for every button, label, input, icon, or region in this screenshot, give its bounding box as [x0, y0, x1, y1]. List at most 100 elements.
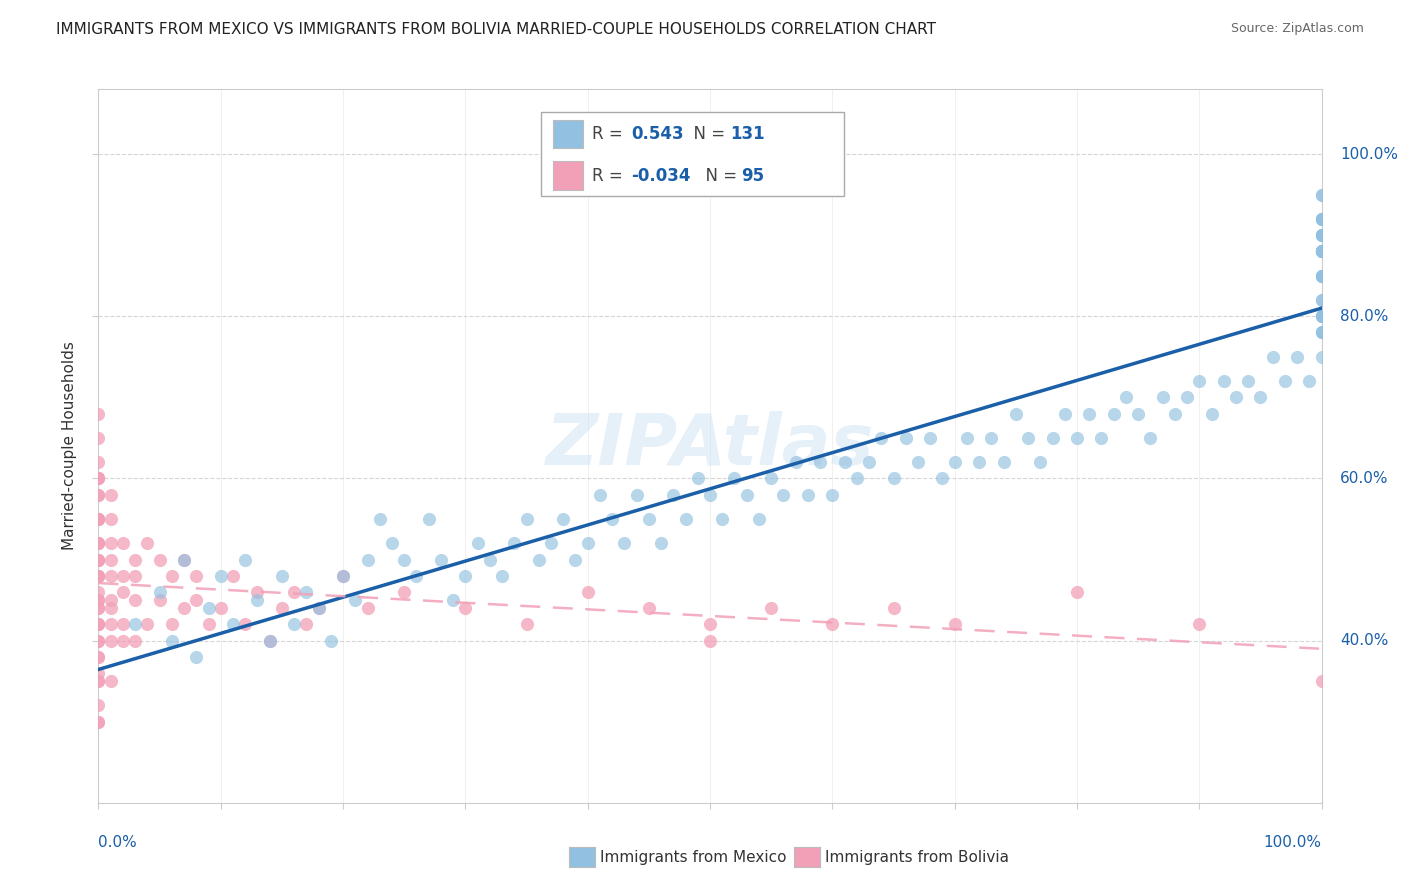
Point — [1066, 585, 1088, 599]
Point — [87, 585, 110, 599]
Point — [1310, 228, 1333, 243]
Point — [907, 455, 929, 469]
Point — [222, 617, 245, 632]
Point — [111, 568, 134, 582]
Point — [149, 593, 172, 607]
Point — [1310, 310, 1333, 324]
Point — [761, 471, 783, 485]
Point — [87, 666, 110, 681]
Point — [87, 552, 110, 566]
Point — [600, 512, 623, 526]
Point — [87, 536, 110, 550]
Point — [858, 455, 880, 469]
Point — [1188, 617, 1211, 632]
Text: IMMIGRANTS FROM MEXICO VS IMMIGRANTS FROM BOLIVIA MARRIED-COUPLE HOUSEHOLDS CORR: IMMIGRANTS FROM MEXICO VS IMMIGRANTS FRO… — [56, 22, 936, 37]
Point — [589, 488, 612, 502]
Point — [516, 512, 538, 526]
Point — [100, 488, 122, 502]
Point — [344, 593, 367, 607]
Point — [209, 601, 232, 615]
Point — [160, 568, 183, 582]
Point — [270, 568, 294, 582]
Point — [1029, 455, 1052, 469]
Point — [1310, 268, 1333, 283]
Point — [246, 585, 269, 599]
Point — [931, 471, 953, 485]
Point — [1102, 407, 1125, 421]
Point — [467, 536, 489, 550]
Point — [1201, 407, 1223, 421]
Text: 0.0%: 0.0% — [98, 836, 138, 850]
Point — [808, 455, 831, 469]
Point — [87, 674, 110, 689]
Point — [1310, 268, 1333, 283]
Point — [1310, 244, 1333, 259]
Point — [87, 568, 110, 582]
Point — [308, 601, 330, 615]
Point — [1212, 374, 1234, 388]
Point — [662, 488, 685, 502]
Point — [124, 617, 146, 632]
Point — [1164, 407, 1187, 421]
Point — [197, 617, 219, 632]
Point — [160, 617, 183, 632]
Point — [1225, 390, 1247, 404]
Point — [136, 617, 159, 632]
Point — [87, 617, 110, 632]
Point — [87, 568, 110, 582]
Point — [1310, 268, 1333, 283]
Point — [111, 617, 134, 632]
Point — [356, 552, 378, 566]
Point — [1310, 326, 1333, 340]
Point — [100, 674, 122, 689]
Text: 100.0%: 100.0% — [1264, 836, 1322, 850]
Point — [87, 674, 110, 689]
Point — [1128, 407, 1150, 421]
Text: Immigrants from Bolivia: Immigrants from Bolivia — [825, 850, 1010, 864]
Point — [1188, 374, 1211, 388]
Point — [87, 488, 110, 502]
Text: Source: ZipAtlas.com: Source: ZipAtlas.com — [1230, 22, 1364, 36]
Point — [233, 552, 256, 566]
Point — [87, 649, 110, 664]
Point — [943, 455, 966, 469]
Point — [1310, 211, 1333, 226]
Text: 60.0%: 60.0% — [1340, 471, 1388, 486]
Point — [100, 536, 122, 550]
Point — [1310, 310, 1333, 324]
Point — [1310, 244, 1333, 259]
Point — [87, 633, 110, 648]
Point — [845, 471, 868, 485]
Point — [1310, 310, 1333, 324]
Point — [356, 601, 378, 615]
Point — [418, 512, 440, 526]
Point — [1310, 674, 1333, 689]
Point — [100, 552, 122, 566]
Point — [1310, 211, 1333, 226]
Point — [87, 593, 110, 607]
Point — [527, 552, 550, 566]
Text: 100.0%: 100.0% — [1340, 146, 1398, 161]
Point — [87, 512, 110, 526]
Point — [711, 512, 734, 526]
Point — [87, 552, 110, 566]
Point — [1042, 431, 1064, 445]
Point — [772, 488, 794, 502]
Point — [111, 585, 134, 599]
Point — [1286, 350, 1309, 364]
Point — [943, 617, 966, 632]
Y-axis label: Married-couple Households: Married-couple Households — [62, 342, 77, 550]
Point — [870, 431, 893, 445]
Point — [1310, 228, 1333, 243]
Point — [1310, 228, 1333, 243]
Point — [1310, 244, 1333, 259]
Point — [87, 714, 110, 729]
Point — [1310, 244, 1333, 259]
Point — [1310, 211, 1333, 226]
Point — [699, 488, 721, 502]
Point — [430, 552, 453, 566]
Point — [111, 536, 134, 550]
Point — [894, 431, 917, 445]
Point — [748, 512, 770, 526]
Point — [100, 512, 122, 526]
